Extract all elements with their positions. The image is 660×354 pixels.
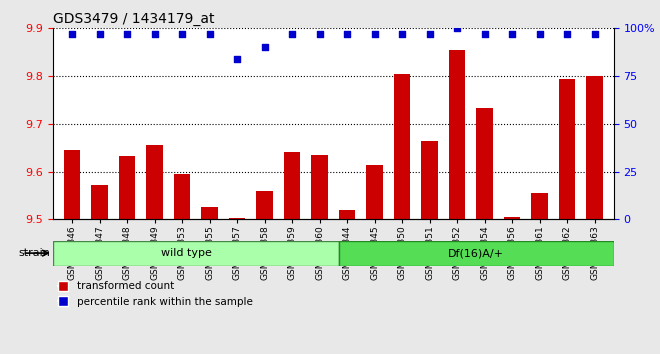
Bar [119, 156, 135, 219]
Point [122, 31, 133, 37]
Point [589, 31, 600, 37]
Point [562, 31, 572, 37]
Bar [312, 155, 328, 219]
Bar [339, 241, 614, 266]
Bar [366, 165, 383, 219]
Bar [449, 50, 465, 219]
Bar [504, 217, 520, 219]
Bar [53, 241, 339, 266]
Point [535, 31, 545, 37]
Text: GDS3479 / 1434179_at: GDS3479 / 1434179_at [53, 12, 214, 26]
Point [287, 31, 298, 37]
Point [314, 31, 325, 37]
Legend: transformed count, percentile rank within the sample: transformed count, percentile rank withi… [58, 281, 253, 307]
Point [94, 31, 105, 37]
Bar [174, 174, 190, 219]
Bar [201, 207, 218, 219]
Point [67, 31, 77, 37]
Point [479, 31, 490, 37]
Point [259, 45, 270, 50]
Bar [229, 218, 246, 219]
Bar [394, 74, 411, 219]
Bar [586, 76, 603, 219]
Bar [339, 210, 355, 219]
Point [452, 25, 463, 31]
Bar [531, 193, 548, 219]
Bar [477, 108, 493, 219]
Bar [91, 185, 108, 219]
Point [205, 31, 215, 37]
Text: strain: strain [18, 248, 50, 258]
Bar [256, 191, 273, 219]
Point [177, 31, 187, 37]
Point [397, 31, 407, 37]
Bar [284, 152, 300, 219]
Bar [64, 150, 81, 219]
Point [507, 31, 517, 37]
Point [370, 31, 380, 37]
Bar [147, 145, 163, 219]
Text: Df(16)A/+: Df(16)A/+ [448, 248, 504, 258]
Point [232, 56, 242, 62]
Text: wild type: wild type [161, 248, 212, 258]
Bar [421, 141, 438, 219]
Point [424, 31, 435, 37]
Point [149, 31, 160, 37]
Bar [559, 79, 576, 219]
Point [342, 31, 352, 37]
